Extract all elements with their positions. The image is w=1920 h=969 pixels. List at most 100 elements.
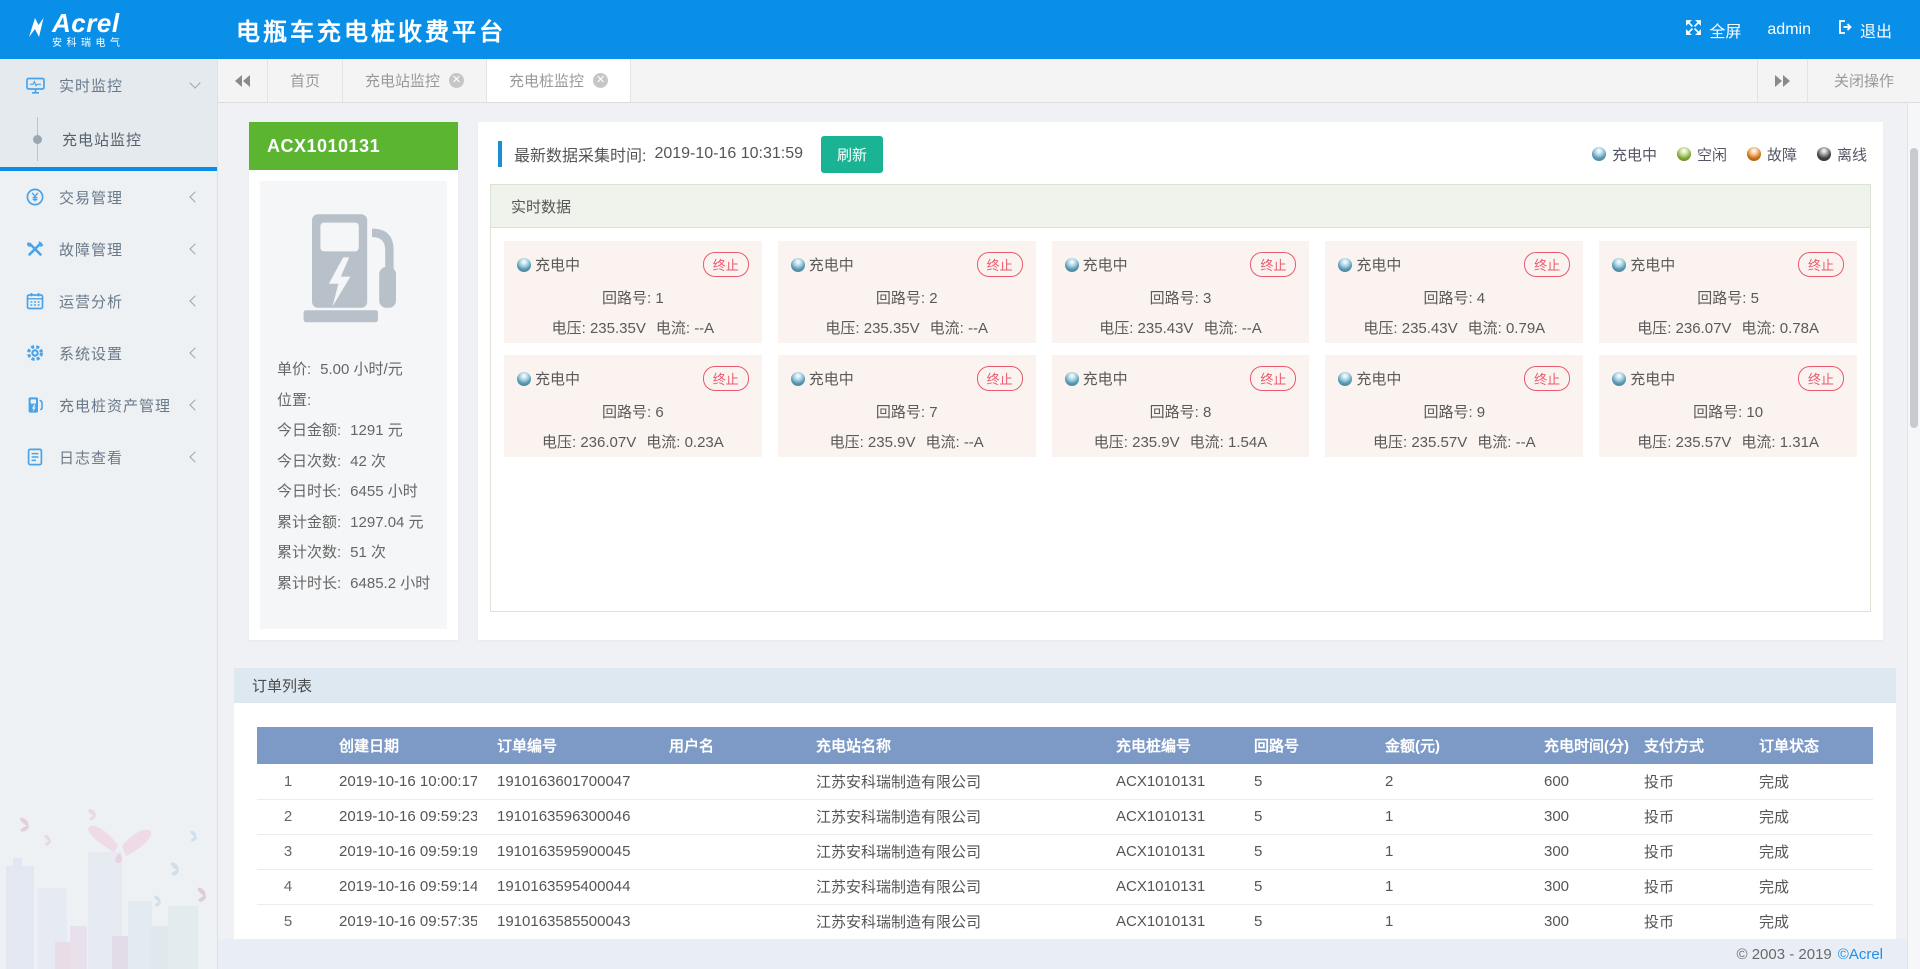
sidebar-item-label: 故障管理 [59, 241, 124, 259]
tab-close-icon[interactable]: ✕ [449, 73, 465, 88]
vertical-scrollbar[interactable] [1907, 103, 1920, 969]
order-row-4: 5 2019-10-16 09:57:35 1910163585500043 江苏安科… [257, 904, 1873, 940]
main-content: ACX1010131 [218, 103, 1907, 969]
terminate-button[interactable]: 终止 [1250, 366, 1297, 391]
order-cell: 5 [1234, 904, 1365, 940]
terminate-button[interactable]: 终止 [702, 366, 749, 391]
realtime-monitor-icon [26, 77, 50, 94]
fullscreen-icon [1685, 19, 1702, 41]
column-header-0: 创建日期 [319, 727, 477, 764]
order-cell: ACX1010131 [1096, 764, 1234, 800]
order-cell: 1 [1365, 834, 1524, 870]
realtime-data-section: 实时数据 充电中 终止 回路号: 1 电压: 235.35V 电流: --A 充电… [490, 184, 1871, 612]
username-menu[interactable]: admin [1767, 20, 1811, 38]
order-row-1: 2 2019-10-16 09:59:23 1910163596300046 江苏安科… [257, 799, 1873, 835]
logout-button[interactable]: 退出 [1837, 18, 1892, 42]
chevron-left-icon [189, 451, 201, 463]
orders-table: 创建日期 订单编号 用户名 充电站名称 充电桩编号 回路号 金额(元) 充电时间(分) 支付方式… [257, 727, 1873, 940]
status-legend: 充电中 空闲 故障 离线 [1591, 144, 1867, 165]
order-cell: 5 [1234, 834, 1365, 870]
column-header-5: 回路号 [1234, 727, 1365, 764]
pile-info-row: 累计金额: 1297.04 元 [277, 513, 424, 531]
terminate-button[interactable]: 终止 [1797, 252, 1844, 277]
tab-close-icon[interactable]: ✕ [593, 73, 609, 88]
terminate-button[interactable]: 终止 [1524, 252, 1571, 277]
sidebar-menu: 实时监控 充电站监控 交易管理 故障管理 运营分析 系统设置 充电桩资产管理 日… [0, 59, 217, 483]
refresh-button[interactable]: 刷新 [821, 135, 884, 173]
terminate-button[interactable]: 终止 [976, 252, 1023, 277]
charging-status-icon [1064, 257, 1079, 272]
terminate-button[interactable]: 终止 [1797, 366, 1844, 391]
footer-brand-link[interactable]: ©Acrel [1837, 945, 1883, 963]
fullscreen-button[interactable]: 全屏 [1685, 18, 1741, 42]
order-cell: 2 [1365, 764, 1524, 800]
realtime-monitor-panel: 最新数据采集时间: 2019-10-16 10:31:59 刷新 充电中 空闲 … [478, 122, 1883, 640]
tabs-scroll-left-button[interactable] [218, 59, 268, 102]
pile-info-row: 今日次数: 42 次 [277, 452, 387, 470]
order-cell: 2019-10-16 09:59:14 [319, 869, 477, 905]
circuit-meters: 电压: 235.9V 电流: 1.54A [1093, 434, 1268, 451]
sidebar-item-1[interactable]: 交易管理 [0, 171, 217, 223]
sidebar-item-label: 实时监控 [59, 77, 124, 95]
order-cell: 300 [1524, 799, 1624, 835]
order-cell: 300 [1524, 869, 1624, 905]
sidebar-item-5[interactable]: 充电桩资产管理 [0, 379, 217, 431]
terminate-button[interactable]: 终止 [976, 366, 1023, 391]
acrel-logo-icon [26, 15, 48, 45]
sidebar-item-3[interactable]: 运营分析 [0, 275, 217, 327]
close-operations-button[interactable]: 关闭操作 [1806, 59, 1920, 102]
legend-item-1: 空闲 [1676, 144, 1727, 165]
sidebar-item-6[interactable]: 日志查看 [0, 431, 217, 483]
copyright-text: © 2003 - 2019 [1736, 945, 1832, 963]
column-header-1: 订单编号 [477, 727, 649, 764]
terminate-button[interactable]: 终止 [1250, 252, 1297, 277]
order-cell: 投币 [1624, 799, 1739, 835]
order-cell [649, 904, 796, 940]
order-cell: 600 [1524, 764, 1624, 800]
column-header-2: 用户名 [649, 727, 796, 764]
tab-0[interactable]: 首页 [268, 59, 344, 102]
order-cell [649, 799, 796, 835]
chevron-down-icon [189, 77, 201, 89]
circuit-card-4: 充电中 终止 回路号: 4 电压: 235.43V 电流: 0.79A [1325, 241, 1584, 343]
city-skyline-decoration [6, 809, 206, 969]
sidebar-item-label: 运营分析 [59, 293, 124, 311]
terminate-button[interactable]: 终止 [1524, 366, 1571, 391]
fault-icon [26, 240, 50, 258]
circuit-number: 回路号: 6 [602, 404, 664, 421]
sidebar-subitem-0-0[interactable]: 充电站监控 [0, 111, 217, 167]
legend-item-3: 离线 [1816, 144, 1867, 165]
charging-pile-icon [288, 197, 420, 341]
sidebar: 实时监控 充电站监控 交易管理 故障管理 运营分析 系统设置 充电桩资产管理 日… [0, 59, 218, 969]
analysis-icon [26, 292, 50, 310]
charging-status-icon [1338, 257, 1353, 272]
circuit-number: 回路号: 1 [602, 290, 664, 307]
order-cell: 1910163585500043 [477, 904, 649, 940]
circuit-meters: 电压: 235.43V 电流: 0.79A [1363, 320, 1546, 337]
sidebar-item-label: 系统设置 [59, 345, 124, 363]
sidebar-item-label: 交易管理 [59, 189, 124, 207]
scrollbar-thumb[interactable] [1910, 148, 1918, 428]
order-cell: 1910163601700047 [477, 764, 649, 800]
order-cell: 江苏安科瑞制造有限公司 [796, 764, 1096, 800]
footer: © 2003 - 2019 ©Acrel [218, 939, 1907, 969]
order-row-2: 3 2019-10-16 09:59:19 1910163595900045 江苏安科… [257, 834, 1873, 870]
order-cell: ACX1010131 [1096, 869, 1234, 905]
tabs-scroll-right-button[interactable] [1756, 59, 1807, 102]
sidebar-item-2[interactable]: 故障管理 [0, 223, 217, 275]
sidebar-item-4[interactable]: 系统设置 [0, 327, 217, 379]
circuit-number: 回路号: 5 [1697, 290, 1759, 307]
order-cell: 1 [1365, 904, 1524, 940]
terminate-button[interactable]: 终止 [702, 252, 749, 277]
brand-subtitle: 安科瑞电气 [52, 38, 125, 49]
circuit-card-3: 充电中 终止 回路号: 3 电压: 235.43V 电流: --A [1051, 241, 1310, 343]
circuit-meters: 电压: 236.07V 电流: 0.78A [1637, 320, 1819, 337]
tab-1[interactable]: 充电站监控 ✕ [343, 59, 488, 102]
order-cell: 300 [1524, 904, 1624, 940]
circuit-card-2: 充电中 终止 回路号: 2 电压: 235.35V 电流: --A [777, 241, 1036, 343]
brand-logo: Acrel 安科瑞电气 [0, 10, 218, 49]
pile-info-box: 单价: 5.00 小时/元 位置: 今日金额: 1291 元 今日次数: 42 次 今… [260, 181, 447, 629]
circuit-number: 回路号: 2 [875, 290, 938, 307]
tab-2[interactable]: 充电桩监控 ✕ [487, 59, 632, 102]
sidebar-item-0[interactable]: 实时监控 [0, 59, 217, 111]
